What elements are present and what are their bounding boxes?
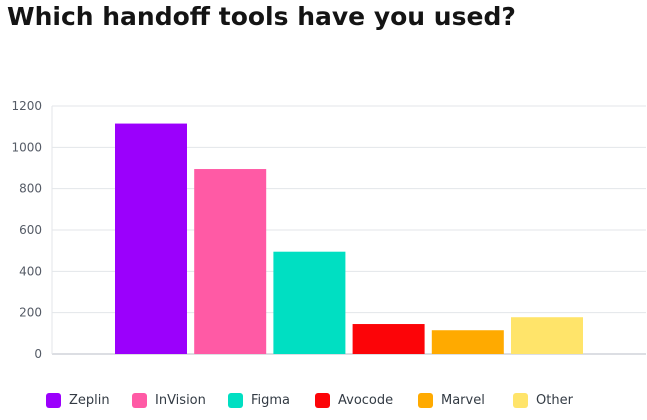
legend-swatch — [315, 393, 330, 408]
legend-item-figma: Figma — [228, 393, 315, 408]
bar-marvel — [431, 330, 504, 354]
legend-item-marvel: Marvel — [418, 393, 513, 408]
y-tick-label: 600 — [19, 223, 42, 237]
legend-swatch — [228, 393, 243, 408]
y-tick-label: 400 — [19, 264, 42, 278]
bar-avocode — [352, 324, 425, 354]
chart-title: Which handoff tools have you used? — [7, 2, 516, 31]
legend-item-other: Other — [513, 393, 593, 408]
bar-zeplin — [115, 123, 187, 354]
legend-swatch — [418, 393, 433, 408]
legend-label: Marvel — [441, 393, 485, 408]
y-tick-label: 1000 — [11, 140, 42, 154]
bars — [115, 123, 583, 354]
legend-label: InVision — [155, 393, 206, 408]
y-tick-label: 800 — [19, 182, 42, 196]
bar-chart: 0 200 400 600 800 1000 1200 — [11, 99, 646, 361]
legend-swatch — [132, 393, 147, 408]
legend-label: Figma — [251, 393, 291, 408]
bar-figma — [273, 251, 346, 354]
y-tick-label: 0 — [34, 347, 42, 361]
y-tick-label: 200 — [19, 306, 42, 320]
legend: Zeplin InVision Figma Avocode Marvel Other — [46, 393, 593, 408]
legend-item-invision: InVision — [132, 393, 228, 408]
bar-other — [511, 317, 583, 354]
bar-invision — [194, 169, 267, 354]
legend-item-zeplin: Zeplin — [46, 393, 132, 408]
legend-label: Zeplin — [69, 393, 110, 408]
legend-item-avocode: Avocode — [315, 393, 418, 408]
legend-swatch — [513, 393, 528, 408]
legend-label: Other — [536, 393, 573, 408]
y-tick-label: 1200 — [11, 99, 42, 113]
y-axis: 0 200 400 600 800 1000 1200 — [11, 99, 53, 361]
legend-swatch — [46, 393, 61, 408]
legend-label: Avocode — [338, 393, 394, 408]
